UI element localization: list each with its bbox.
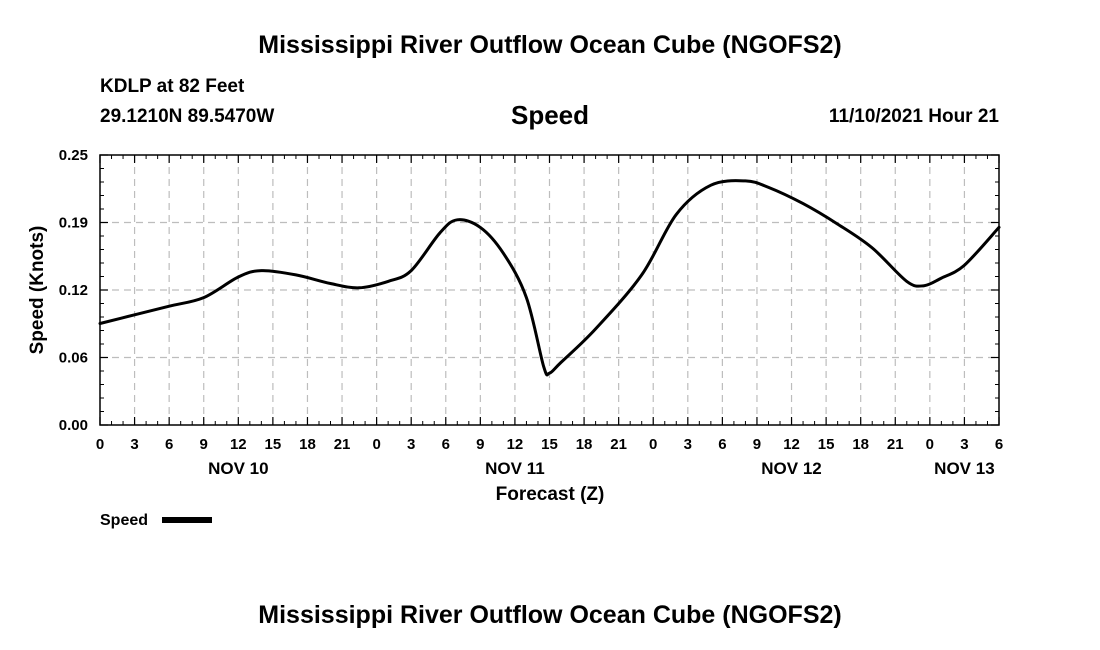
x-tick-label: 12 — [230, 436, 247, 453]
x-tick-label: 21 — [887, 436, 904, 453]
x-tick-label: 15 — [818, 436, 835, 453]
x-tick-label: 3 — [130, 436, 138, 453]
x-tick-label: 3 — [407, 436, 415, 453]
x-tick-label: 21 — [334, 436, 351, 453]
x-tick-label: 6 — [442, 436, 450, 453]
day-label: NOV 13 — [934, 459, 994, 478]
station-label: KDLP at 82 Feet — [100, 76, 245, 97]
grid-lines — [100, 155, 999, 425]
day-label: NOV 11 — [485, 459, 545, 478]
coordinates-label: 29.1210N 89.5470W — [100, 106, 275, 127]
x-tick-label: 12 — [507, 436, 524, 453]
x-tick-label: 9 — [476, 436, 484, 453]
x-tick-label: 0 — [926, 436, 934, 453]
x-tick-label: 0 — [372, 436, 380, 453]
speed-series-line — [98, 179, 1001, 377]
datetime-label: 11/10/2021 Hour 21 — [828, 106, 999, 127]
chart-title: Speed — [510, 100, 590, 130]
x-tick-label: 18 — [299, 436, 316, 453]
x-tick-labels: 0 3 6 9 12 15 18 21 0 3 6 9 12 15 18 21 0 3 6 9 12 15 18 21 0 3 6 — [96, 436, 1003, 453]
legend-swatch — [162, 517, 212, 523]
y-tick-label: 0.00 — [59, 417, 88, 434]
legend-label: Speed — [100, 512, 148, 529]
day-label: NOV 12 — [761, 459, 821, 478]
x-tick-label: 12 — [783, 436, 800, 453]
y-tick-label: 0.25 — [59, 147, 88, 164]
x-axis-label: Forecast (Z) — [496, 484, 605, 505]
y-axis-label: Speed (Knots) — [27, 226, 48, 355]
y-tick-label: 0.12 — [59, 282, 88, 299]
x-tick-label: 18 — [852, 436, 869, 453]
x-tick-label: 21 — [610, 436, 627, 453]
x-tick-label: 0 — [96, 436, 104, 453]
page-title: Mississippi River Outflow Ocean Cube (NG… — [258, 31, 842, 59]
x-tick-label: 0 — [649, 436, 657, 453]
x-tick-label: 9 — [200, 436, 208, 453]
x-tick-label: 18 — [576, 436, 593, 453]
y-tick-label: 0.06 — [59, 350, 88, 367]
major-ticks — [99, 154, 1000, 426]
y-tick-label: 0.19 — [59, 215, 88, 232]
x-tick-label: 9 — [753, 436, 761, 453]
footer-title: Mississippi River Outflow Ocean Cube (NG… — [258, 601, 842, 629]
x-tick-label: 6 — [165, 436, 173, 453]
x-tick-label: 6 — [995, 436, 1003, 453]
y-tick-labels: 0.00 0.06 0.12 0.19 0.25 — [59, 147, 88, 434]
day-labels: NOV 10 NOV 11 NOV 12 NOV 13 — [208, 459, 995, 478]
x-tick-label: 3 — [684, 436, 692, 453]
x-tick-label: 15 — [541, 436, 558, 453]
x-tick-label: 15 — [265, 436, 282, 453]
day-label: NOV 10 — [208, 459, 268, 478]
x-tick-label: 3 — [960, 436, 968, 453]
x-tick-label: 6 — [718, 436, 726, 453]
